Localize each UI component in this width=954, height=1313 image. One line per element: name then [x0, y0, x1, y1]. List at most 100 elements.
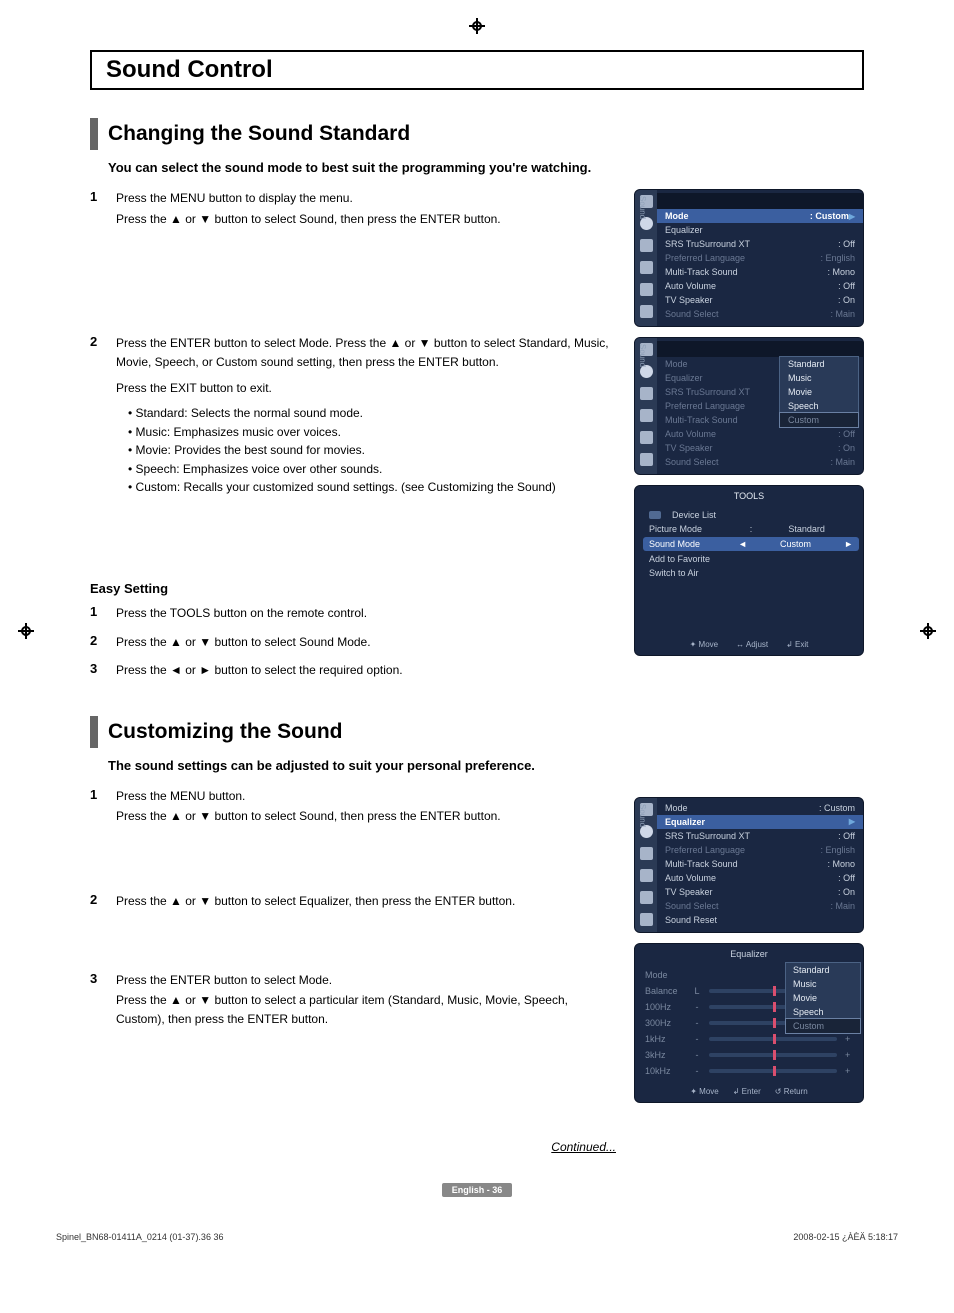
page-number: English - 36: [50, 1180, 904, 1198]
steps-col: 1 Press the MENU button. Press the ▲ or …: [90, 787, 616, 1155]
step-text: Press the EXIT button to exit.: [116, 379, 616, 398]
tools-nav-hints: ✦ Move ↔ Adjust ↲ Exit: [635, 636, 863, 649]
step-text: Press the ▲ or ▼ button to select Equali…: [116, 892, 515, 911]
step-number: 1: [90, 604, 116, 625]
eq-nav-hints: ✦ Move ↲ Enter ↺ Return: [635, 1082, 863, 1096]
dropdown-option-selected[interactable]: Custom: [786, 1019, 860, 1033]
menu-row[interactable]: Equalizer: [657, 223, 863, 237]
menu-row[interactable]: Multi-Track Sound: Mono: [657, 857, 863, 871]
step-text: Press the ▲ or ▼ button to select Sound,…: [116, 807, 501, 826]
menu-row-equalizer[interactable]: Equalizer▶: [657, 815, 863, 829]
menu-row[interactable]: Auto Volume: Off: [657, 871, 863, 885]
menu-side-label: Sound: [638, 804, 647, 827]
continued: Continued...: [90, 1140, 616, 1154]
step-number: 1: [90, 787, 116, 828]
step-number: 2: [90, 892, 116, 913]
dropdown-option[interactable]: Music: [786, 977, 860, 991]
menu-row-mode[interactable]: Mode: Custom▶: [657, 209, 863, 223]
menu-row[interactable]: TV Speaker: On: [657, 441, 863, 455]
osd-menu-sound-3: Sound Mode: Custom Equalizer▶ SRS TruSur…: [634, 797, 864, 933]
eq-row[interactable]: 3kHz-+: [645, 1047, 853, 1063]
step-text: Press the ▲ or ▼ button to select Sound,…: [116, 210, 501, 229]
menu-row[interactable]: Sound Reset: [657, 913, 863, 927]
section-changing-sound: Changing the Sound Standard You can sele…: [90, 118, 864, 690]
tools-row-sound-mode[interactable]: Sound Mode◄Custom►: [643, 537, 859, 551]
footer-left: Spinel_BN68-01411A_0214 (01-37).36 36: [56, 1232, 223, 1242]
bullet: Custom: Recalls your customized sound se…: [128, 478, 616, 497]
steps-col: 1 Press the MENU button to display the m…: [90, 189, 616, 690]
menu-side-label: Sound: [638, 196, 647, 219]
step-number: 2: [90, 334, 116, 497]
print-mark-top: [469, 18, 485, 34]
osd-tools-panel: TOOLS Device List Picture Mode:Standard …: [634, 485, 864, 656]
gear-icon: [640, 869, 653, 882]
eq-title: Equalizer: [635, 944, 863, 964]
menu-row[interactable]: TV Speaker: On: [657, 885, 863, 899]
osd-menu-sound-1: Sound Mode: Custom▶ Equalizer: [634, 189, 864, 327]
section-subtitle: The sound settings can be adjusted to su…: [108, 758, 864, 773]
menu-row[interactable]: Sound Select: Main: [657, 307, 863, 321]
menu-row[interactable]: SRS TruSurround XT: Off: [657, 237, 863, 251]
eq-slider[interactable]: [709, 1037, 837, 1041]
dropdown-option[interactable]: Speech: [780, 399, 858, 413]
eq-slider[interactable]: [709, 1053, 837, 1057]
print-mark-left: [18, 623, 34, 639]
step-number: 3: [90, 971, 116, 1031]
easy-setting-head: Easy Setting: [90, 581, 616, 596]
menu-row[interactable]: SRS TruSurround XT: Off: [657, 829, 863, 843]
eq-slider[interactable]: [709, 1069, 837, 1073]
menu-row[interactable]: Mode: Custom: [657, 801, 863, 815]
section-subtitle: You can select the sound mode to best su…: [108, 160, 864, 175]
tools-row[interactable]: Device List: [649, 508, 853, 522]
dropdown-option[interactable]: Movie: [786, 991, 860, 1005]
print-mark-right: [920, 623, 936, 639]
dropdown-option[interactable]: Music: [780, 371, 858, 385]
paint-icon: [640, 847, 653, 860]
print-footer: Spinel_BN68-01411A_0214 (01-37).36 36 20…: [56, 1232, 898, 1242]
section-customizing-sound: Customizing the Sound The sound settings…: [90, 716, 864, 1155]
paint-icon: [640, 239, 653, 252]
menu-row[interactable]: Sound Select: Main: [657, 455, 863, 469]
step-number: 2: [90, 633, 116, 654]
bullet: Standard: Selects the normal sound mode.: [128, 404, 616, 423]
page-title: Sound Control: [106, 56, 848, 84]
page: Sound Control Changing the Sound Standar…: [0, 0, 954, 1262]
tools-row[interactable]: Switch to Air: [649, 566, 853, 580]
bullet: Movie: Provides the best sound for movie…: [128, 441, 616, 460]
osd-menu-sound-2: Sound Mode Equalizer SRS Tr: [634, 337, 864, 475]
dropdown-option[interactable]: Standard: [780, 357, 858, 371]
device-icon: [649, 511, 661, 519]
dropdown-option-selected[interactable]: Custom: [780, 413, 858, 427]
app-icon: [640, 913, 653, 926]
gear-icon: [640, 261, 653, 274]
gear-icon: [640, 409, 653, 422]
tools-row[interactable]: Add to Favorite: [649, 552, 853, 566]
menu-row[interactable]: Preferred Language: English: [657, 251, 863, 265]
input-icon: [640, 283, 653, 296]
section-title: Changing the Sound Standard: [108, 118, 410, 150]
menu-row[interactable]: Auto Volume: Off: [657, 427, 863, 441]
menu-row[interactable]: Auto Volume: Off: [657, 279, 863, 293]
step-text: Press the ENTER button to select Mode.: [116, 971, 616, 990]
eq-mode-dropdown[interactable]: Standard Music Movie Speech Custom: [785, 962, 861, 1034]
osd-equalizer-panel: Equalizer Mode BalanceLR 100Hz-+ 300Hz-+…: [634, 943, 864, 1103]
step-number: 3: [90, 661, 116, 682]
dropdown-option[interactable]: Speech: [786, 1005, 860, 1019]
dropdown-option[interactable]: Movie: [780, 385, 858, 399]
bullet: Speech: Emphasizes voice over other soun…: [128, 460, 616, 479]
app-icon: [640, 453, 653, 466]
menu-row[interactable]: Multi-Track Sound: Mono: [657, 265, 863, 279]
step-text: Press the ENTER button to select Mode. P…: [116, 334, 616, 371]
mode-dropdown[interactable]: Standard Music Movie Speech Custom: [779, 356, 859, 428]
bullet: Music: Emphasizes music over voices.: [128, 423, 616, 442]
section-title: Customizing the Sound: [108, 716, 342, 748]
menu-row[interactable]: Sound Select: Main: [657, 899, 863, 913]
section-bar: [90, 716, 98, 748]
step-text: Press the ▲ or ▼ button to select a part…: [116, 991, 616, 1028]
menu-row[interactable]: Preferred Language: English: [657, 843, 863, 857]
eq-row[interactable]: 10kHz-+: [645, 1063, 853, 1079]
dropdown-option[interactable]: Standard: [786, 963, 860, 977]
tools-row[interactable]: Picture Mode:Standard: [649, 522, 853, 536]
step-number: 1: [90, 189, 116, 230]
menu-row[interactable]: TV Speaker: On: [657, 293, 863, 307]
